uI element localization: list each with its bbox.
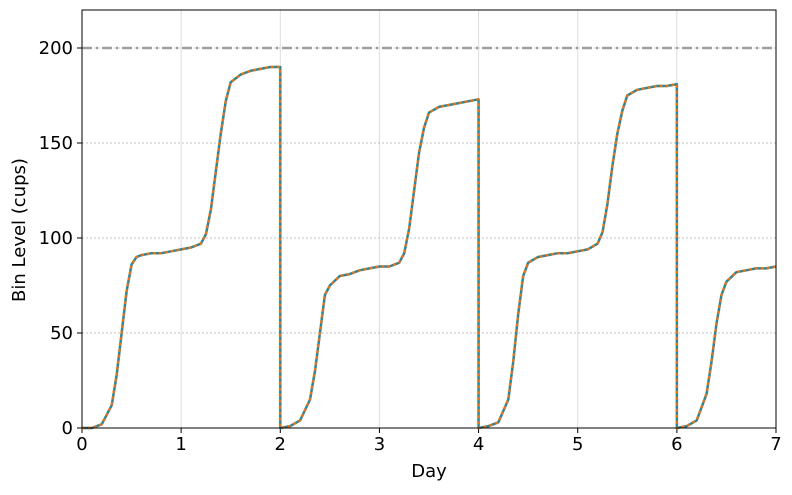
x-tick-label: 6 (671, 434, 682, 455)
x-tick-label: 4 (473, 434, 484, 455)
x-tick-label: 1 (175, 434, 186, 455)
x-tick-label: 7 (770, 434, 781, 455)
y-axis-label: Bin Level (cups) (9, 158, 30, 302)
data-line (82, 65, 777, 430)
data-line (82, 65, 777, 430)
y-tick-label: 0 (62, 418, 73, 439)
x-tick-label: 0 (76, 434, 87, 455)
plot-frame (81, 9, 777, 429)
x-axis-label: Day (411, 461, 447, 482)
y-tick-label: 200 (39, 38, 73, 59)
x-tick-label: 3 (374, 434, 385, 455)
x-tick-label: 5 (572, 434, 583, 455)
y-tick-label: 150 (39, 133, 73, 154)
x-tick-label: 2 (275, 434, 286, 455)
y-tick-label: 100 (39, 228, 73, 249)
y-tick-label: 50 (50, 323, 73, 344)
